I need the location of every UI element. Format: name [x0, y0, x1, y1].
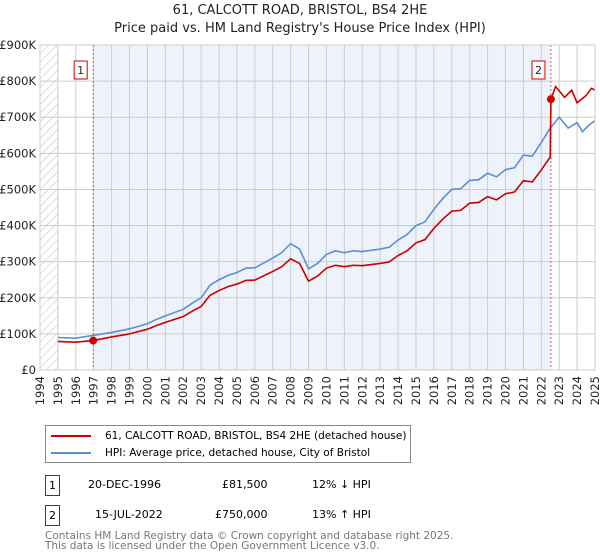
- x-tick-label: 1998: [105, 376, 119, 405]
- y-tick-label: £800K: [0, 74, 36, 88]
- plot-area: 1994 1995 1996 1997 1998 1999 2000 2001 2002 2003…: [0, 38, 600, 405]
- sale-marker-box: 2: [45, 505, 60, 526]
- ownership-shading: [93, 45, 551, 370]
- x-tick-label: 2008: [284, 376, 298, 405]
- x-tick-label: 2020: [498, 376, 512, 405]
- footer-licence: This data is licensed under the Open Gov…: [45, 540, 380, 552]
- sale-label-box: [531, 60, 546, 80]
- x-tick-label: 2010: [319, 376, 333, 405]
- x-tick-label: 2018: [463, 376, 477, 405]
- y-tick-label: £0: [21, 363, 36, 377]
- y-tick-label: £700K: [0, 110, 36, 124]
- x-tick-label: 2012: [355, 376, 369, 405]
- legend-label: 61, CALCOTT ROAD, BRISTOL, BS4 2HE (deta…: [105, 430, 407, 442]
- sale-price: £750,000: [215, 508, 268, 521]
- x-tick-label: 1997: [87, 376, 101, 405]
- x-tick-label: 2015: [409, 376, 423, 405]
- x-tick-label: 2025: [588, 376, 600, 405]
- y-tick-label: £200K: [0, 291, 36, 305]
- chart-title: 61, CALCOTT ROAD, BRISTOL, BS4 2HE: [172, 3, 428, 18]
- x-tick-label: 2002: [176, 376, 190, 405]
- sale-point: [546, 95, 555, 104]
- x-tick-label: 1999: [123, 376, 137, 405]
- sale-label: 2: [535, 64, 542, 77]
- x-tick-label: 2023: [552, 376, 566, 405]
- sale-hpi: 12% ↓ HPI: [312, 478, 371, 491]
- sale-row-1: 1 20-DEC-1996 £81,500 12% ↓ HPI: [45, 475, 445, 496]
- chart-subtitle: Price paid vs. HM Land Registry's House …: [114, 21, 486, 36]
- y-tick-label: £100K: [0, 327, 36, 341]
- x-tick-label: 1995: [51, 376, 65, 405]
- x-tick-label: 2016: [427, 376, 441, 405]
- x-tick-label: 2019: [481, 376, 495, 405]
- y-tick-label: £300K: [0, 255, 36, 269]
- hpi-line: [57, 115, 596, 340]
- property-price-line: [57, 84, 596, 343]
- x-tick-label: 2009: [302, 376, 316, 405]
- sale-date: 15-JUL-2022: [95, 508, 163, 521]
- sale-label: 1: [77, 64, 84, 77]
- x-tick-label: 2003: [194, 376, 208, 405]
- legend-swatch-blue: [51, 452, 91, 454]
- sale-marker-box: 1: [45, 475, 60, 496]
- hatched-no-data-region: [40, 45, 58, 370]
- sale-label-box: [73, 60, 88, 80]
- x-tick-label: 2005: [230, 376, 244, 405]
- legend-swatch-red: [51, 435, 91, 437]
- x-tick-label: 2017: [445, 376, 459, 405]
- plot-border: [39, 44, 596, 371]
- y-tick-label: £900K: [0, 38, 36, 52]
- x-tick-label: 2000: [140, 376, 154, 405]
- x-tick-label: 2014: [391, 376, 405, 405]
- x-tick-label: 2021: [516, 376, 530, 405]
- sale-hpi: 13% ↑ HPI: [312, 508, 371, 521]
- x-tick-label: 2006: [248, 376, 262, 405]
- x-tick-label: 2011: [337, 376, 351, 405]
- y-tick-label: £600K: [0, 146, 36, 160]
- footer-copyright: Contains HM Land Registry data © Crown c…: [45, 530, 454, 542]
- legend: 61, CALCOTT ROAD, BRISTOL, BS4 2HE (deta…: [45, 425, 411, 463]
- legend-label: HPI: Average price, detached house, City…: [105, 447, 371, 459]
- x-tick-label: 2007: [266, 376, 280, 405]
- x-tick-label: 2013: [373, 376, 387, 405]
- sale-point: [89, 336, 98, 345]
- x-tick-label: 2022: [534, 376, 548, 405]
- x-tick-label: 2024: [570, 376, 584, 405]
- x-tick-label: 2001: [158, 376, 172, 405]
- sale-date: 20-DEC-1996: [88, 478, 162, 491]
- x-tick-label: 1994: [33, 376, 47, 405]
- sale-row-2: 2 15-JUL-2022 £750,000 13% ↑ HPI: [45, 505, 445, 526]
- x-tick-label: 2004: [212, 376, 226, 405]
- footer: Contains HM Land Registry data © Crown c…: [45, 530, 454, 552]
- sale-price: £81,500: [222, 478, 268, 491]
- legend-item-property: 61, CALCOTT ROAD, BRISTOL, BS4 2HE (deta…: [46, 428, 406, 444]
- x-tick-label: 1996: [69, 376, 83, 405]
- y-tick-label: £400K: [0, 219, 36, 233]
- legend-item-hpi: HPI: Average price, detached house, City…: [46, 445, 370, 461]
- y-tick-label: £500K: [0, 182, 36, 196]
